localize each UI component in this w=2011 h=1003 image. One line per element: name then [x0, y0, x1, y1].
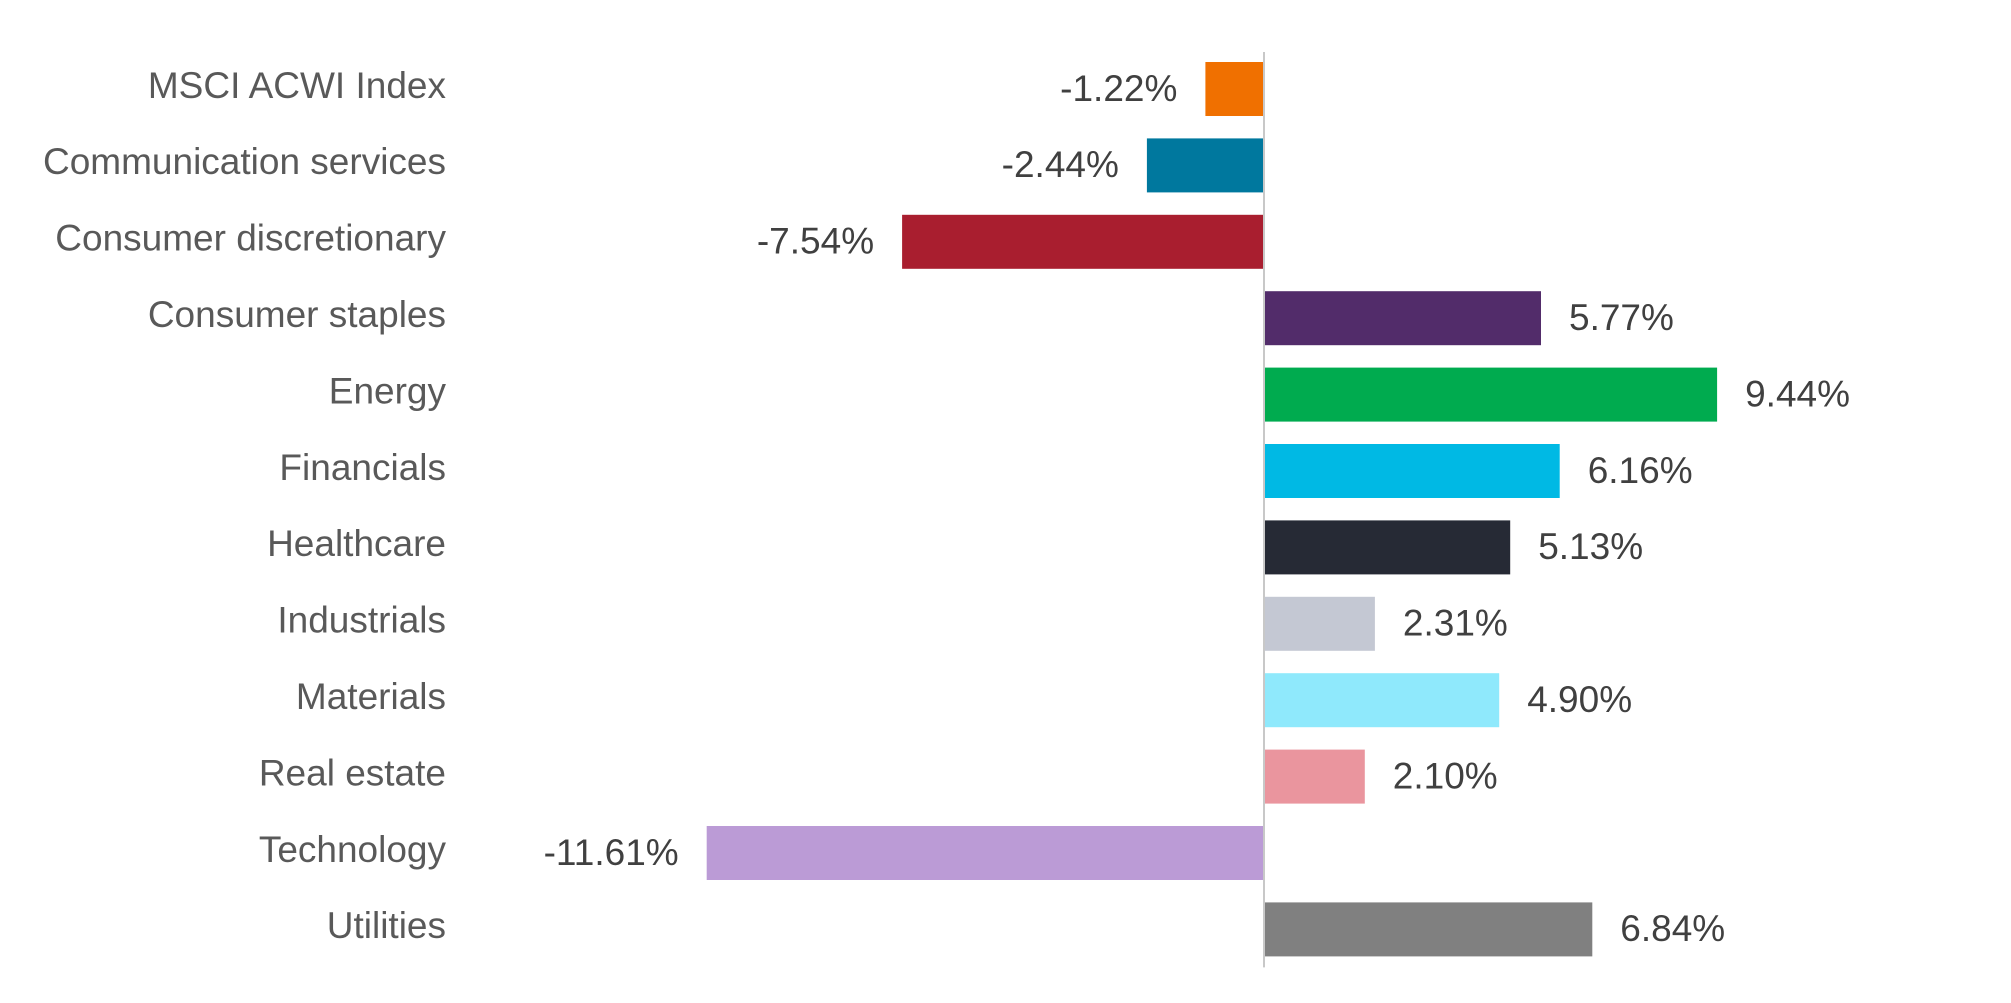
bar-real-estate [1264, 749, 1365, 804]
value-label: 6.84% [1620, 908, 1725, 949]
bar-technology [706, 826, 1264, 880]
value-label: 5.77% [1569, 297, 1674, 338]
category-label: Industrials [277, 600, 446, 641]
bar-consumer-staples [1264, 291, 1541, 346]
value-label: 4.90% [1527, 679, 1632, 720]
bar-utilities [1264, 902, 1593, 957]
category-label: Energy [329, 370, 447, 411]
category-label: Consumer discretionary [55, 218, 446, 259]
labels-layer: MSCI ACWI Index -1.22% Communication servi… [43, 65, 1850, 949]
bar-communication-services [1146, 138, 1264, 193]
bar-energy [1264, 367, 1718, 422]
value-label: -2.44% [1002, 144, 1119, 185]
category-label: Materials [296, 676, 446, 717]
category-label: Real estate [259, 752, 446, 793]
category-label: Financials [279, 447, 446, 488]
bars-layer [706, 62, 1718, 957]
bar-financials [1264, 444, 1560, 498]
category-label: Communication services [43, 141, 446, 182]
value-label: -1.22% [1060, 68, 1177, 109]
value-label: 2.10% [1393, 755, 1498, 796]
bar-consumer-discretionary [902, 214, 1264, 269]
value-label: 2.31% [1403, 603, 1508, 644]
category-label: Technology [259, 829, 447, 870]
value-label: -11.61% [544, 832, 679, 873]
bar-msci-acwi-index [1205, 62, 1264, 116]
category-label: Consumer staples [148, 294, 446, 335]
category-label: Utilities [327, 905, 446, 946]
value-label: -7.54% [757, 221, 874, 262]
category-label: MSCI ACWI Index [148, 65, 447, 106]
value-label: 6.16% [1588, 450, 1693, 491]
bar-industrials [1264, 596, 1375, 651]
value-label: 5.13% [1538, 526, 1643, 567]
value-label: 9.44% [1745, 373, 1850, 414]
bar-healthcare [1264, 520, 1511, 575]
category-label: Healthcare [267, 523, 446, 564]
bar-materials [1264, 673, 1500, 728]
